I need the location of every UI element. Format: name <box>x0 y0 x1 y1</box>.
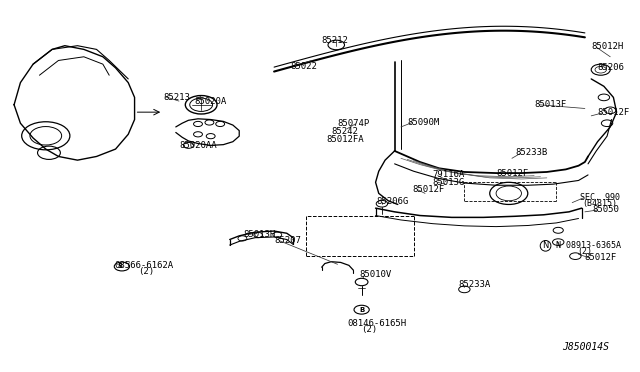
Text: 85050: 85050 <box>593 205 620 214</box>
Text: 85013H: 85013H <box>244 230 276 239</box>
Text: (2): (2) <box>361 325 377 334</box>
Text: 85012F: 85012F <box>496 169 529 177</box>
Text: (B4815): (B4815) <box>582 199 618 208</box>
Text: 08566-6162A: 08566-6162A <box>115 261 173 270</box>
Text: 85012F: 85012F <box>412 185 445 194</box>
Text: 85013G: 85013G <box>433 178 465 187</box>
Text: 85012FA: 85012FA <box>326 135 364 144</box>
Text: 08146-6165H: 08146-6165H <box>347 319 406 328</box>
Text: 85233B: 85233B <box>515 148 547 157</box>
Text: 85206G: 85206G <box>377 197 409 206</box>
Text: 85020AA: 85020AA <box>179 141 216 150</box>
Text: 85242: 85242 <box>331 127 358 136</box>
Text: N: N <box>542 241 548 250</box>
Text: 85233A: 85233A <box>458 280 490 289</box>
Text: 85020A: 85020A <box>195 97 227 106</box>
Text: 85090M: 85090M <box>407 118 440 127</box>
Text: N 08913-6365A: N 08913-6365A <box>556 241 621 250</box>
Text: J850014S: J850014S <box>562 342 609 352</box>
Text: 85013F: 85013F <box>534 100 566 109</box>
Text: S: S <box>118 263 122 269</box>
Text: 85207: 85207 <box>274 236 301 245</box>
Text: 85012F: 85012F <box>585 253 617 263</box>
Text: (2): (2) <box>577 247 592 256</box>
Text: 85010V: 85010V <box>360 270 392 279</box>
Text: 85206: 85206 <box>598 63 625 72</box>
Text: B: B <box>359 307 364 313</box>
Text: 85212: 85212 <box>322 36 349 45</box>
Text: 85213: 85213 <box>163 93 190 102</box>
Text: SEC. 990: SEC. 990 <box>580 193 620 202</box>
Text: 85022: 85022 <box>290 61 317 71</box>
Text: 85074P: 85074P <box>337 119 370 128</box>
Text: 85012H: 85012H <box>591 42 623 51</box>
Text: 85012F: 85012F <box>598 108 630 117</box>
Text: 79116A: 79116A <box>433 170 465 179</box>
Text: (2): (2) <box>138 267 154 276</box>
